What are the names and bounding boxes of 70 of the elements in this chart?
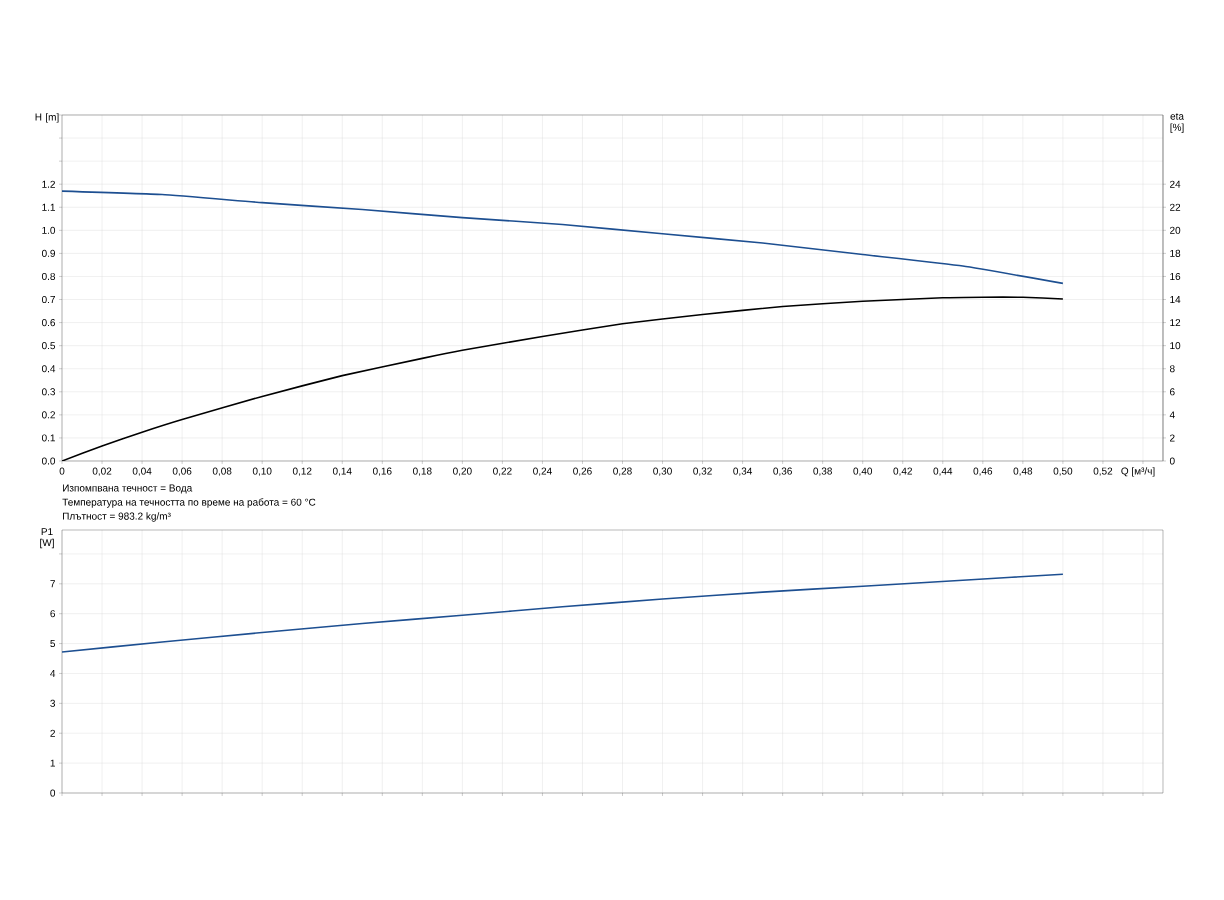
x-tick-label: 0,46 — [973, 467, 993, 476]
x-tick-label: 0,18 — [412, 467, 432, 476]
y2-tick-label: 24 — [1170, 180, 1181, 188]
x-tick-label: 0,26 — [573, 467, 592, 476]
y-tick-label: 1 — [50, 759, 55, 767]
y-tick-label: 0.1 — [41, 434, 55, 442]
y2-tick-label: 22 — [1170, 203, 1181, 211]
y2-axis-title: eta [%] — [1170, 113, 1184, 133]
x-tick-label: 0,34 — [733, 467, 753, 476]
x-axis-title: Q [м³/ч] — [1121, 467, 1155, 477]
y-tick-label: 1.2 — [42, 180, 55, 188]
x-tick-label: 0,48 — [1013, 467, 1033, 476]
x-tick-label: 0,06 — [172, 467, 192, 476]
x-tick-label: 0,32 — [693, 467, 712, 476]
line-series — [62, 190, 1064, 285]
y-tick-label: 0.2 — [41, 411, 55, 419]
x-tick-label: 0,30 — [653, 467, 672, 476]
y-tick-label: 1.1 — [42, 203, 55, 211]
line-series — [62, 573, 1064, 653]
x-tick-label: 0,10 — [252, 467, 272, 476]
y-tick-label: 3 — [50, 699, 56, 707]
x-tick-label: 0,52 — [1093, 467, 1113, 476]
y-tick-label: 0 — [50, 789, 56, 797]
x-tick-label: 0,28 — [613, 467, 632, 476]
y-tick-label: 0.5 — [41, 342, 56, 350]
y-tick-label: 0.0 — [41, 457, 56, 465]
text: Температура на течността по време на работа = 60 °C — [62, 498, 316, 508]
y2-tick-label: 0 — [1169, 457, 1175, 465]
y2-tick-label: 18 — [1170, 249, 1181, 257]
y-tick-label: 5 — [50, 640, 56, 648]
y2-tick-label: 4 — [1169, 411, 1175, 419]
x-tick-label: 0,44 — [933, 467, 953, 476]
y2-tick-label: 8 — [1169, 365, 1175, 373]
x-tick-label: 0,38 — [813, 467, 832, 476]
x-tick-label: 0,04 — [132, 467, 152, 476]
y-tick-label: 6 — [50, 610, 56, 618]
y-axis-title: H [m] — [35, 113, 59, 123]
y-axis-title: P1 [W] — [40, 528, 54, 549]
x-tick-label: 0,36 — [773, 467, 792, 476]
x-tick-label: 0,40 — [853, 467, 873, 476]
x-tick-label: 0,14 — [332, 467, 352, 476]
y-tick-label: 0.6 — [41, 319, 56, 327]
y-tick-label: 2 — [50, 729, 55, 737]
y-tick-label: 7 — [50, 580, 55, 588]
y2-tick-label: 2 — [1170, 434, 1175, 442]
x-tick-label: 0,42 — [893, 467, 912, 476]
x-tick-label: 0,20 — [453, 467, 472, 476]
x-tick-label: 0,50 — [1053, 467, 1073, 476]
text: Изпомпвана течност = Вода — [63, 484, 193, 494]
text: Плътност = 983.2 kg/m³ — [63, 512, 171, 522]
y2-tick-label: 14 — [1170, 296, 1181, 303]
x-tick-label: 0 — [59, 467, 65, 475]
y2-tick-label: 10 — [1170, 342, 1181, 350]
x-tick-label: 0,24 — [533, 467, 552, 476]
y2-tick-label: 12 — [1170, 319, 1181, 327]
y2-tick-label: 6 — [1170, 388, 1175, 396]
y2-tick-label: 16 — [1170, 272, 1181, 280]
y-tick-label: 0.9 — [41, 249, 55, 257]
x-tick-label: 0,22 — [493, 467, 512, 476]
y-tick-label: 0.7 — [41, 295, 55, 304]
x-tick-label: 0,12 — [292, 467, 312, 476]
x-tick-label: 0,02 — [92, 467, 112, 476]
y-tick-label: 0.4 — [41, 365, 56, 373]
x-tick-label: 0,08 — [212, 467, 232, 476]
x-tick-label: 0,16 — [372, 467, 392, 476]
y-tick-label: 1.0 — [42, 226, 56, 234]
y2-tick-label: 20 — [1170, 226, 1181, 234]
y-tick-label: 0.8 — [41, 272, 56, 280]
y-tick-label: 0.3 — [41, 388, 56, 396]
y-tick-label: 4 — [50, 670, 56, 677]
